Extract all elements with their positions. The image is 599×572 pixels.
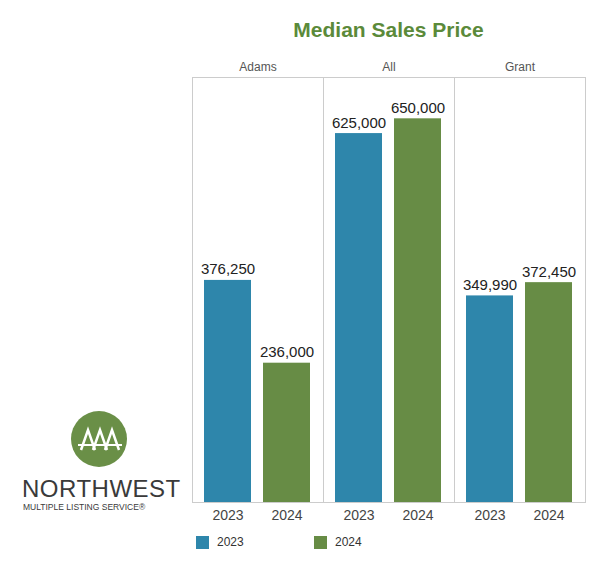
svg-text:650,000: 650,000 [391, 99, 445, 116]
html-text:2023: 2023 [217, 535, 244, 549]
svg-text:376,250: 376,250 [201, 260, 255, 277]
svg-text:625,000: 625,000 [332, 114, 386, 131]
svg-text:372,450: 372,450 [522, 263, 576, 280]
html-text:MULTIPLE LISTING SERVICE®: MULTIPLE LISTING SERVICE® [23, 502, 146, 512]
svg-text:236,000: 236,000 [260, 343, 314, 360]
svg-text:2023: 2023 [474, 507, 505, 523]
html-text:2024: 2024 [335, 535, 362, 549]
html-text:Median Sales Price: Median Sales Price [293, 18, 484, 41]
svg-text:Adams: Adams [239, 60, 276, 74]
svg-text:2023: 2023 [343, 507, 374, 523]
svg-text:All: All [382, 60, 395, 74]
html-text:NORTHWEST: NORTHWEST [22, 475, 181, 502]
svg-text:349,990: 349,990 [463, 276, 517, 293]
svg-text:2024: 2024 [402, 507, 433, 523]
svg-text:2023: 2023 [212, 507, 243, 523]
svg-text:2024: 2024 [271, 507, 302, 523]
svg-text:2024: 2024 [533, 507, 564, 523]
svg-text:Grant: Grant [505, 60, 536, 74]
